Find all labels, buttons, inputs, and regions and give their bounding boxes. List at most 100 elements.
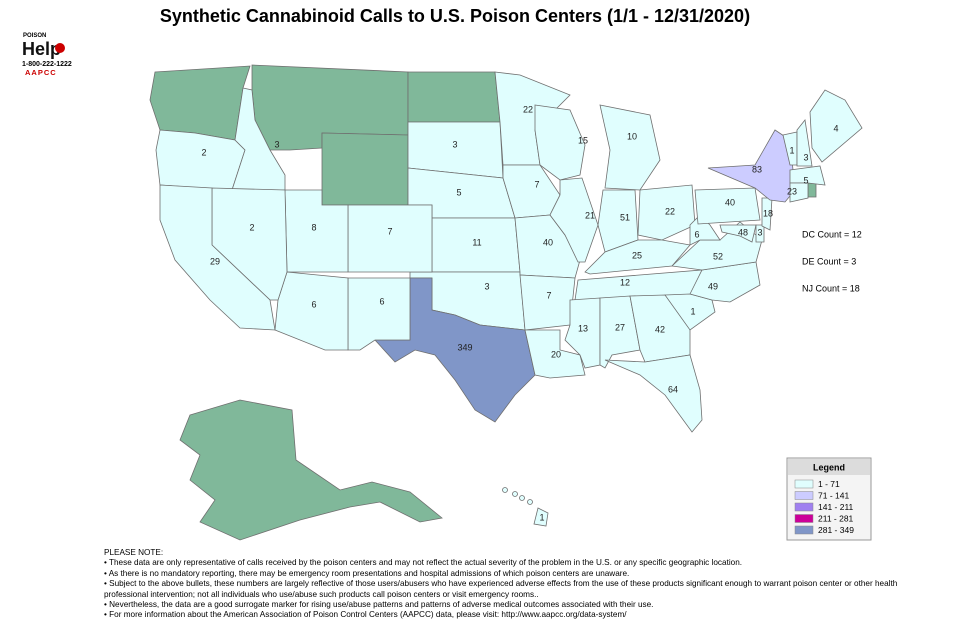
state-value: 29 [210, 256, 220, 266]
hawaii-island [527, 499, 533, 505]
state-value: 6 [311, 299, 316, 309]
state-value: 11 [472, 237, 481, 247]
state-value: 3 [803, 152, 808, 162]
state-value: 2 [201, 147, 206, 157]
state [719, 224, 757, 243]
state-value: 40 [725, 197, 735, 207]
state [347, 277, 411, 351]
state-value: 13 [578, 323, 588, 333]
state-value: 20 [551, 349, 561, 359]
state-value: 2 [249, 222, 254, 232]
state [347, 204, 433, 273]
state [274, 271, 349, 351]
hawaii-island [519, 495, 525, 501]
legend-swatch [794, 502, 814, 512]
state-no-data [807, 182, 817, 198]
state-value: 3 [274, 139, 279, 149]
state [604, 354, 703, 433]
legend-label: 281 - 349 [818, 525, 854, 535]
notes: PLEASE NOTE: • These data are only repres… [104, 548, 924, 621]
state [534, 104, 586, 181]
state-value: 349 [457, 342, 472, 352]
state-no-data [321, 132, 409, 206]
state-value: 51 [620, 212, 630, 222]
side-note: DC Count = 12 [802, 229, 862, 239]
state-value: 5 [803, 175, 808, 185]
state-value: 1 [539, 512, 544, 522]
state-value: 18 [763, 208, 773, 218]
state-value: 15 [578, 135, 588, 145]
state-value: 4 [833, 123, 838, 133]
state-labels: 23 35113349678622922740720152110512225121… [201, 104, 838, 522]
state [755, 224, 765, 243]
title: Synthetic Cannabinoid Calls to U.S. Pois… [160, 6, 750, 26]
state-no-data [407, 71, 501, 123]
note-item: • These data are only representative of … [104, 558, 743, 568]
note-item: • For more information about the America… [104, 610, 627, 620]
state-value: 52 [713, 251, 723, 261]
state-value: 3 [484, 281, 489, 291]
state-value: 48 [738, 227, 748, 237]
logo-main: Help [22, 39, 61, 59]
state-value: 64 [668, 384, 678, 394]
legend-label: 141 - 211 [818, 502, 854, 512]
state-value: 7 [387, 226, 392, 236]
state-value: 42 [655, 324, 665, 334]
state-value: 3 [757, 227, 762, 237]
state [809, 89, 863, 163]
legend-swatch [794, 525, 814, 535]
state-value: 12 [620, 277, 630, 287]
state [533, 507, 549, 527]
state [664, 293, 716, 331]
state [796, 119, 813, 167]
state-value: 21 [585, 210, 595, 220]
side-notes: DC Count = 12 DE Count = 3 NJ Count = 18 [802, 229, 862, 293]
state [549, 177, 599, 263]
state-value: 49 [708, 281, 718, 291]
state-value: 7 [534, 179, 539, 189]
legend-header [788, 459, 870, 475]
state [789, 182, 809, 203]
logo-org: AAPCC [25, 68, 57, 77]
logo: POISON Help 1-800-222-1222 AAPCC [22, 33, 72, 77]
state [599, 104, 661, 191]
state-value: 6 [379, 296, 384, 306]
state-value: 27 [615, 322, 625, 332]
logo-icon [55, 43, 65, 53]
state-value: 7 [546, 290, 551, 300]
legend-swatch [794, 491, 814, 500]
state-value: 3 [452, 139, 457, 149]
state [524, 329, 586, 379]
state [584, 239, 691, 275]
states [149, 64, 863, 541]
legend-label: 71 - 141 [818, 490, 849, 500]
note-item: • Nevertheless, the data are a good surr… [104, 600, 654, 610]
state [519, 274, 576, 331]
side-note: NJ Count = 18 [802, 283, 860, 293]
legend-label: 1 - 71 [818, 479, 840, 489]
state [694, 187, 761, 225]
legend-title: Legend [813, 462, 845, 472]
state [159, 184, 276, 331]
legend-swatch [794, 479, 814, 489]
note-item: • Subject to the above bullets, these nu… [104, 579, 898, 599]
state-value: 1 [789, 145, 794, 155]
state-value: 10 [627, 131, 637, 141]
state [789, 165, 826, 186]
logo-phone: 1-800-222-1222 [22, 61, 72, 68]
state-value: 23 [787, 186, 797, 196]
side-note: DE Count = 3 [802, 256, 856, 266]
state-value: 1 [690, 306, 695, 316]
map: Synthetic Cannabinoid Calls to U.S. Pois… [22, 6, 872, 541]
state-value: 8 [311, 222, 316, 232]
state-value: 25 [632, 250, 642, 260]
note-item: • As there is no mandatory reporting, th… [104, 568, 630, 578]
state-value: 6 [694, 229, 699, 239]
legend-swatch [794, 514, 814, 523]
legend-label: 211 - 281 [818, 513, 854, 523]
state-value: 22 [523, 104, 533, 114]
notes-heading: PLEASE NOTE: [104, 548, 164, 557]
hawaii-island [512, 491, 518, 497]
